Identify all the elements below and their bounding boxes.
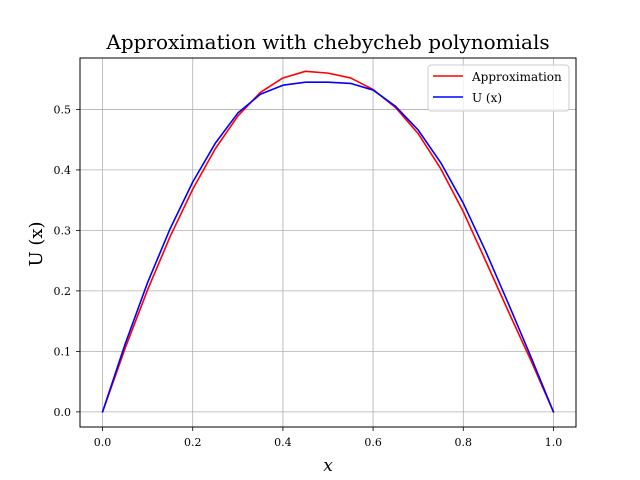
legend-label-u-x: U (x)	[472, 91, 502, 105]
legend-label-approximation: Approximation	[471, 70, 562, 84]
x-tick-label: 0.8	[455, 436, 473, 449]
tick-layer: 0.0 0.2 0.4 0.6 0.8 1.0 0.0 0.1 0.2 0.3 0.4 0.5	[54, 103, 563, 449]
y-tick-label: 0.3	[54, 224, 72, 237]
x-tick-label: 0.4	[274, 436, 292, 449]
x-axis-label: x	[323, 456, 333, 476]
x-tick-label: 0.6	[364, 436, 382, 449]
x-tick-label: 0.2	[184, 436, 202, 449]
legend-box	[427, 64, 570, 112]
y-tick-label: 0.0	[54, 406, 72, 419]
y-tick-label: 0.2	[54, 285, 72, 298]
series-line-approximation	[101, 70, 555, 413]
grid	[80, 58, 576, 427]
series-layer	[101, 70, 555, 413]
y-tick-label: 0.5	[54, 103, 72, 116]
y-axis-label: U (x)	[26, 221, 47, 266]
y-tick-label: 0.4	[54, 164, 72, 177]
x-tick-label: 1.0	[545, 436, 563, 449]
x-tick-label: 0.0	[94, 436, 112, 449]
legend: Approximation U (x)	[427, 64, 570, 112]
chart-title: Approximation with chebycheb polynomials	[105, 30, 549, 54]
series-line-u-x	[101, 81, 555, 413]
y-tick-label: 0.1	[54, 345, 72, 358]
plot-area-frame	[79, 57, 577, 428]
